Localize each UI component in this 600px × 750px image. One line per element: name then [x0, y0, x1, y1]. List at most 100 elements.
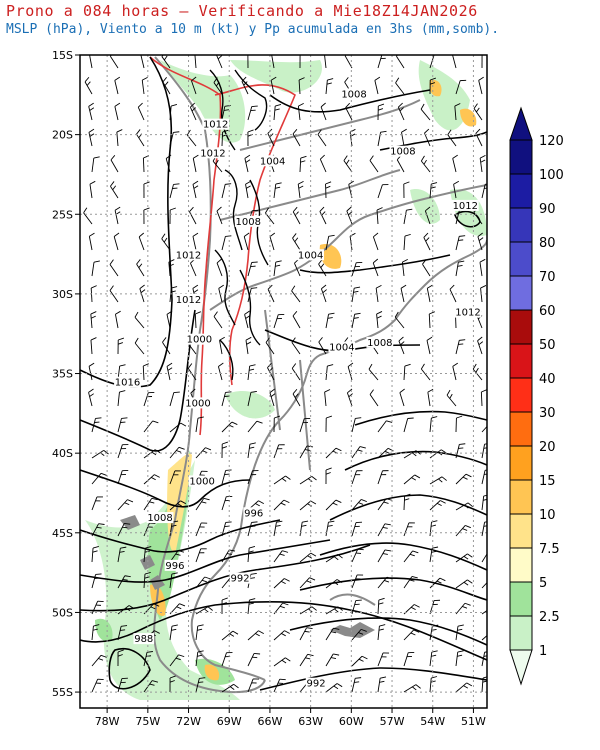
wind-barb [403, 629, 415, 641]
wind-barb [244, 158, 249, 173]
wind-barb-feather [301, 524, 307, 527]
wind-barb [325, 314, 329, 329]
lat-label: 45S [52, 527, 73, 540]
wind-barb-feather [333, 653, 340, 656]
wind-barb-feather [473, 103, 478, 109]
wind-barb [117, 523, 125, 537]
colorbar-top-arrow [509, 106, 533, 141]
wind-barb [429, 522, 432, 537]
wind-barb [267, 133, 275, 147]
wind-barb-feather [88, 102, 94, 107]
wind-barb [117, 444, 123, 459]
wind-barb [420, 160, 431, 173]
wind-barb-feather [216, 258, 222, 264]
wind-barb-feather [191, 76, 197, 82]
colorbar-label: 90 [539, 202, 556, 217]
wind-barb-feather [274, 108, 280, 111]
wind-barb [162, 81, 171, 95]
wind-barb-feather [197, 624, 204, 627]
wind-barb-feather [358, 502, 364, 505]
wind-barb [84, 81, 93, 95]
wind-barb [400, 288, 405, 303]
wind-barb-feather [218, 362, 224, 367]
wind-barb-feather [420, 363, 425, 370]
wind-barb [221, 184, 226, 199]
wind-barb [377, 549, 386, 563]
wind-barb-feather [162, 337, 167, 343]
coastlines [153, 56, 487, 694]
wind-barb-feather [231, 421, 238, 425]
wind-barb-feather [436, 580, 442, 584]
wind-barb [88, 132, 93, 147]
wind-barb-feather [432, 624, 439, 627]
wind-barb [480, 288, 483, 303]
wind-barb-feather [333, 581, 339, 586]
wind-barb-feather [487, 554, 492, 555]
wind-barb [403, 365, 406, 381]
wind-barb [137, 107, 145, 121]
wind-barb [475, 133, 483, 147]
wind-barb-feather [138, 232, 145, 238]
lon-label: 57W [380, 715, 405, 728]
wind-barb [190, 262, 197, 277]
wind-barb-feather [404, 493, 411, 497]
wind-barb-feather [311, 476, 317, 481]
colorbar-segment [509, 275, 533, 311]
wind-barb [245, 340, 249, 355]
wind-barb-feather [251, 521, 258, 523]
wind-barb-feather [467, 579, 473, 584]
wind-barb-feather [254, 652, 261, 655]
wind-barb [325, 499, 337, 511]
wind-barb [269, 392, 275, 407]
isobar-label: 1000 [185, 398, 210, 409]
wind-barb-feather [163, 237, 168, 243]
wind-barb-feather [190, 388, 196, 394]
wind-barb [429, 449, 442, 459]
wind-barb-feather [175, 553, 181, 556]
wind-barb-feather [248, 52, 254, 54]
wind-barb-feather [119, 390, 126, 393]
wind-barb-feather [400, 284, 407, 289]
wind-barb [345, 107, 353, 121]
wind-barb-feather [193, 154, 199, 159]
isobar-label-bg [202, 118, 230, 130]
wind-barb [117, 626, 122, 641]
lon-label: 63W [298, 715, 323, 728]
wind-barb [169, 500, 181, 511]
colorbar-segment [509, 615, 533, 651]
wind-barb-feather [325, 472, 331, 475]
wind-barb [88, 236, 93, 251]
wind-barb [273, 550, 283, 563]
wind-barb-feather [292, 233, 297, 239]
wind-barb-feather [137, 102, 143, 108]
isobar-label-bg [328, 341, 356, 353]
wind-barb-feather [217, 55, 223, 60]
wind-barb-feather [384, 523, 391, 526]
wind-barb [187, 368, 197, 381]
wind-barb-feather [280, 580, 286, 585]
wind-barb-feather [249, 446, 255, 449]
wind-barb-feather [427, 388, 434, 393]
wind-barb-feather [109, 285, 114, 291]
wind-barb-feather [86, 81, 91, 86]
wind-barb-feather [485, 183, 487, 185]
wind-barb-feather [192, 284, 199, 289]
isobar-label-bg [451, 199, 479, 211]
isobar-label-bg [234, 215, 262, 227]
wind-barb-feather [294, 393, 299, 398]
wind-barb [479, 262, 483, 277]
wind-barb-feather [115, 310, 121, 315]
wind-barb [194, 55, 197, 69]
wind-barb-feather [118, 337, 125, 341]
wind-barb-feather [117, 649, 124, 653]
wind-barb-feather [378, 597, 385, 601]
wind-barb [455, 444, 460, 459]
wind-barb-feather [484, 651, 487, 653]
wind-barb-feather [347, 388, 353, 394]
wind-barb-feather [282, 602, 289, 606]
wind-barb [377, 576, 388, 589]
wind-barb-feather [215, 159, 219, 165]
wind-barb-feather [265, 337, 270, 343]
wind-barb-feather [103, 450, 109, 455]
wind-barb [247, 106, 253, 121]
